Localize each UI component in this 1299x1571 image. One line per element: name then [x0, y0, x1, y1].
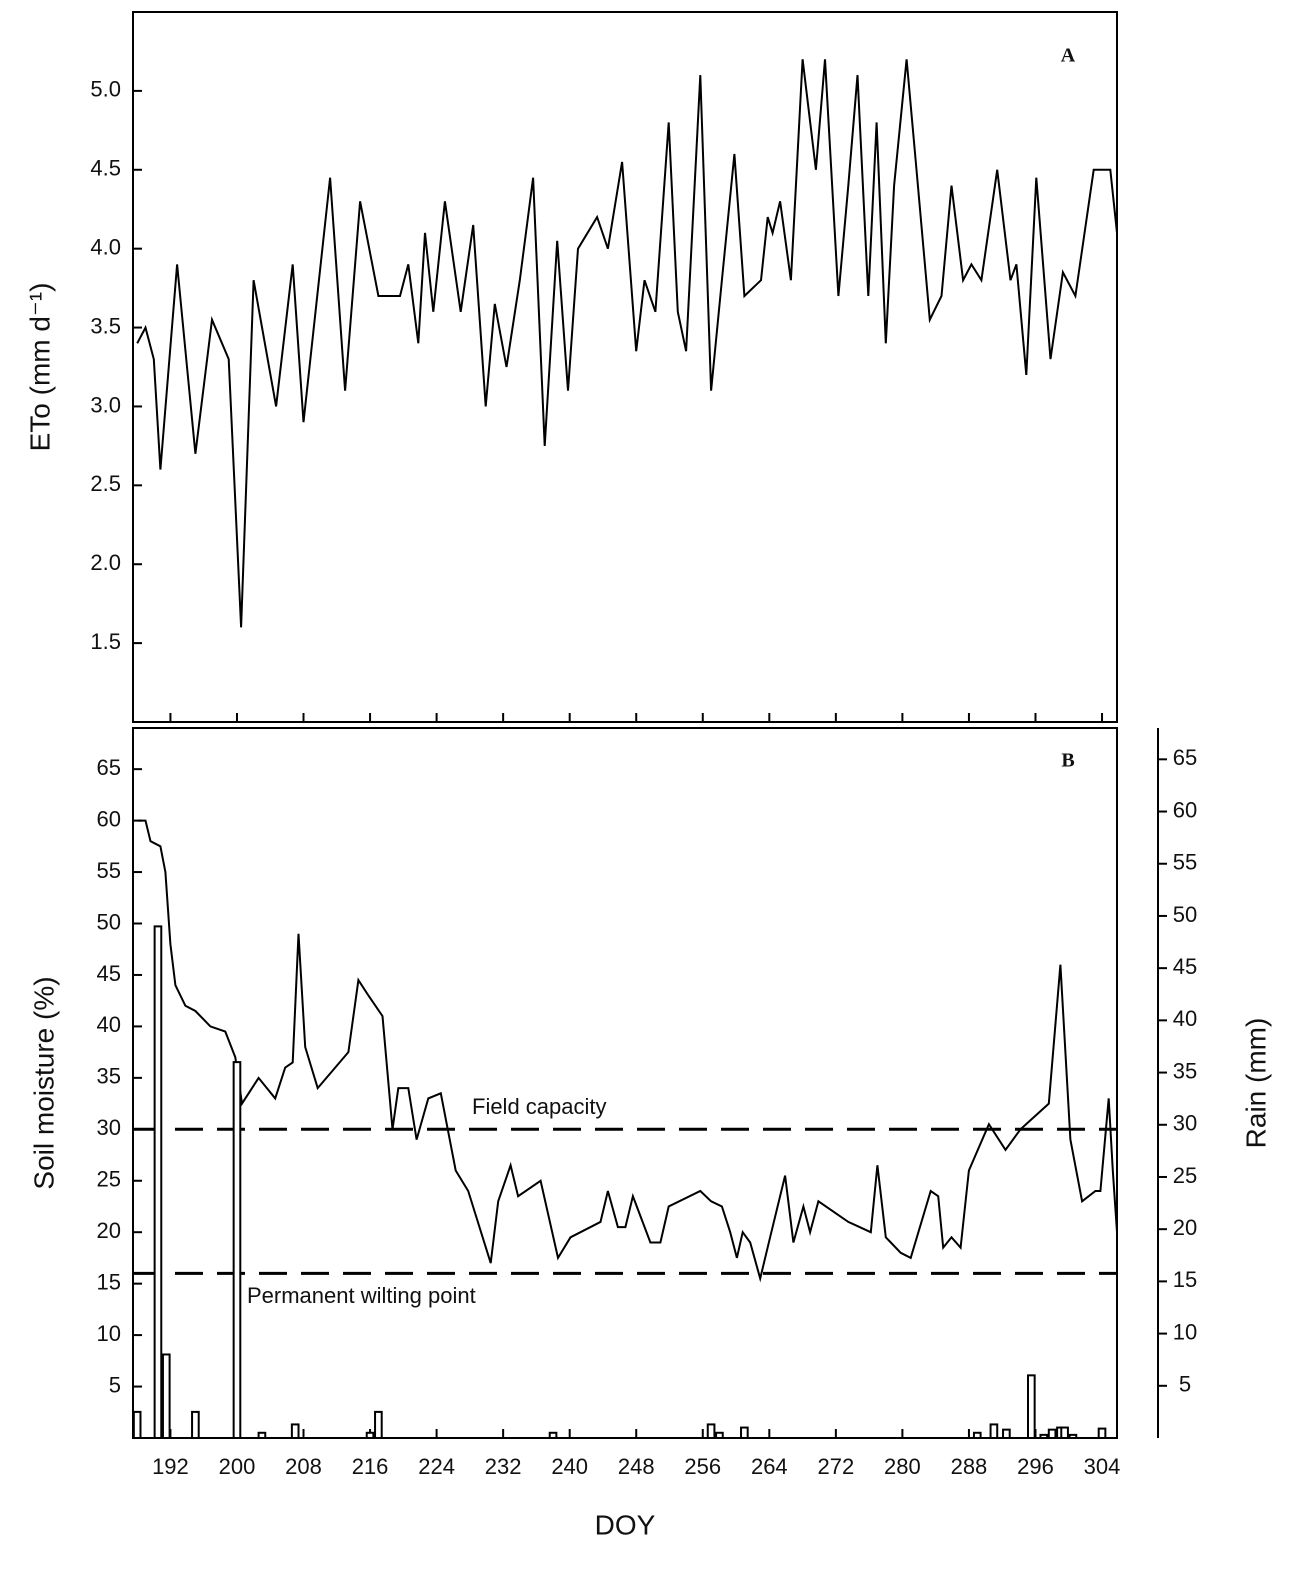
- panel-b-frame: [132, 727, 1118, 1439]
- panel-label: A: [1061, 45, 1076, 67]
- y-tick-label: 40: [97, 1012, 121, 1037]
- y2-tick-label: 20: [1173, 1215, 1197, 1240]
- rain-bar: [1026, 1374, 1036, 1439]
- panel-label: B: [1061, 750, 1074, 772]
- rain-bar: [161, 1353, 171, 1439]
- rain-bar: [1002, 1428, 1011, 1440]
- y2-axis-title: Rain (mm): [1240, 1018, 1271, 1149]
- y2-tick-label: 40: [1173, 1006, 1197, 1031]
- y-tick-label: 30: [97, 1115, 121, 1140]
- rain-bar: [1097, 1427, 1107, 1439]
- y-tick-label: 4.5: [90, 156, 121, 181]
- y-tick-label: 35: [97, 1064, 121, 1089]
- y-tick-label: 3.0: [90, 392, 121, 417]
- x-tick-label: 216: [352, 1454, 389, 1479]
- y2-tick-label: 60: [1173, 797, 1197, 822]
- y-tick-label: 65: [97, 755, 121, 780]
- x-tick-label: 264: [751, 1454, 788, 1479]
- rain-bar: [132, 1410, 142, 1440]
- y-tick-label: 25: [97, 1167, 121, 1192]
- y2-tick-label: 10: [1173, 1319, 1197, 1344]
- x-axis-title: DOY: [595, 1509, 656, 1540]
- x-tick-label: 248: [618, 1454, 655, 1479]
- rain-bar: [191, 1410, 200, 1440]
- rain-bar: [153, 925, 163, 1439]
- rain-bar: [1047, 1428, 1057, 1440]
- y-tick-label: 15: [97, 1269, 121, 1294]
- y2-tick-label: 25: [1173, 1163, 1197, 1188]
- y-tick-label: 5: [109, 1372, 121, 1397]
- rain-bar: [1060, 1426, 1069, 1440]
- y2-tick-label: 35: [1173, 1058, 1197, 1083]
- y2-tick-label: 55: [1173, 850, 1197, 875]
- y2-tick-label: 45: [1173, 954, 1197, 979]
- rain-bar: [706, 1423, 716, 1440]
- x-tick-label: 304: [1084, 1454, 1121, 1479]
- y-tick-label: 5.0: [90, 77, 121, 102]
- y-tick-label: 45: [97, 961, 121, 986]
- data-line: [136, 59, 1118, 628]
- rain-bar: [365, 1431, 375, 1440]
- x-tick-label: 256: [684, 1454, 721, 1479]
- rain-bar: [715, 1431, 724, 1440]
- x-tick-label: 200: [219, 1454, 256, 1479]
- x-tick-label: 208: [285, 1454, 322, 1479]
- x-tick-label: 232: [485, 1454, 522, 1479]
- x-tick-label: 240: [551, 1454, 588, 1479]
- rain-bar: [989, 1423, 999, 1440]
- y-tick-label: 2.0: [90, 550, 121, 575]
- rain-bar: [740, 1426, 749, 1440]
- rain-bar: [374, 1410, 383, 1440]
- x-tick-label: 224: [418, 1454, 455, 1479]
- data-line: [137, 819, 1118, 1283]
- rain-bar: [1039, 1433, 1049, 1440]
- rain-bar: [548, 1431, 558, 1440]
- y2-tick-label: 5: [1179, 1372, 1191, 1397]
- y-tick-label: 1.5: [90, 629, 121, 654]
- rain-bar: [972, 1431, 982, 1440]
- panel-a-frame: [132, 11, 1118, 723]
- x-tick-label: 280: [884, 1454, 921, 1479]
- y2-tick-label: 65: [1173, 745, 1197, 770]
- y-tick-label: 60: [97, 806, 121, 831]
- rain-bar: [1068, 1433, 1078, 1440]
- rain-bar: [290, 1423, 300, 1440]
- y2-tick-label: 50: [1173, 902, 1197, 927]
- y-tick-label: 55: [97, 858, 121, 883]
- x-tick-label: 288: [951, 1454, 988, 1479]
- x-tick-label: 272: [817, 1454, 854, 1479]
- x-tick-label: 192: [152, 1454, 189, 1479]
- y2-tick-label: 30: [1173, 1111, 1197, 1136]
- reference-label: Permanent wilting point: [247, 1283, 476, 1308]
- reference-label: Field capacity: [472, 1094, 607, 1119]
- y-axis-title: ETo (mm d⁻¹): [24, 283, 55, 452]
- rain-bar: [232, 1061, 242, 1440]
- y-axis-title: Soil moisture (%): [28, 976, 59, 1189]
- y-tick-label: 20: [97, 1218, 121, 1243]
- x-tick-label: 296: [1017, 1454, 1054, 1479]
- rain-bar: [257, 1431, 267, 1440]
- y-tick-label: 10: [97, 1321, 121, 1346]
- y-tick-label: 2.5: [90, 471, 121, 496]
- y-tick-label: 3.5: [90, 313, 121, 338]
- y2-tick-label: 15: [1173, 1267, 1197, 1292]
- y-tick-label: 4.0: [90, 234, 121, 259]
- y-tick-label: 50: [97, 909, 121, 934]
